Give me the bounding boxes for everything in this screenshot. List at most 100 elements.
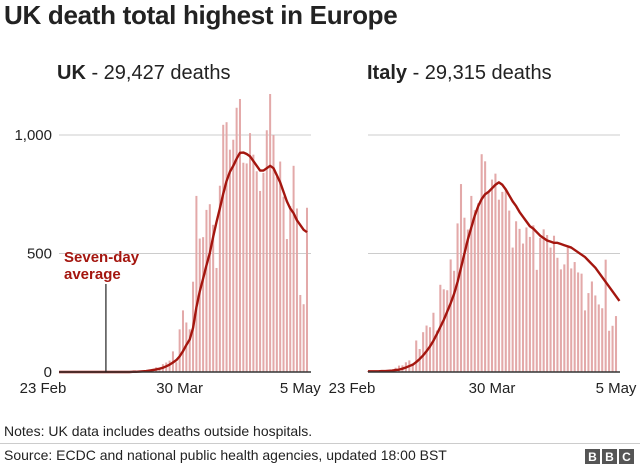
- chart-title: UK death total highest in Europe: [4, 0, 398, 30]
- uk-bar: [245, 163, 248, 372]
- uk-y-tick-label: 1,000: [14, 127, 52, 144]
- uk-bar: [202, 237, 205, 372]
- italy-bar: [608, 330, 611, 372]
- bbc-logo-letter: B: [585, 449, 600, 464]
- italy-bar: [435, 330, 438, 372]
- chart-svg: 23 Feb 30 Mar 5 May 0 500 1,000 Seven-dayavera…: [14, 94, 637, 397]
- uk-x-tick-label: 5 May: [280, 380, 321, 397]
- uk-bar: [158, 368, 161, 372]
- uk-bar: [299, 294, 302, 372]
- italy-bar: [583, 310, 587, 372]
- notes: Notes: UK data includes deaths outside h…: [4, 423, 313, 439]
- uk-bar: [305, 207, 308, 372]
- italy-bar: [442, 289, 445, 372]
- uk-bar: [252, 154, 255, 372]
- italy-bar: [415, 340, 418, 372]
- italy-bar: [501, 191, 504, 372]
- uk-bar: [168, 360, 171, 372]
- uk-y-tick-label: 0: [44, 364, 52, 381]
- uk-bar: [272, 135, 275, 372]
- italy-bar: [490, 179, 494, 372]
- uk-bar: [181, 310, 184, 372]
- uk-bar: [249, 133, 252, 372]
- italy-bar: [428, 327, 432, 372]
- uk-bar: [289, 206, 292, 372]
- italy-panel-title-rest: - 29,315 deaths: [407, 62, 552, 84]
- italy-bar: [494, 173, 497, 372]
- uk-bar: [269, 94, 272, 372]
- uk-bar: [279, 161, 282, 372]
- italy-bar: [532, 225, 535, 372]
- italy-bar: [552, 235, 556, 372]
- italy-bar: [466, 229, 469, 372]
- italy-bar: [484, 161, 487, 372]
- annotation-label: average: [64, 266, 121, 283]
- italy-bar: [487, 192, 490, 372]
- uk-x-tick-label: 23 Feb: [20, 380, 67, 397]
- italy-bar: [521, 243, 525, 372]
- uk-bar: [218, 185, 221, 372]
- italy-panel-title: Italy - 29,315 deaths: [367, 62, 552, 85]
- italy-x-tick-label: 23 Feb: [329, 380, 376, 397]
- italy-bar: [449, 259, 452, 372]
- uk-bar: [188, 329, 191, 372]
- italy-bar: [515, 221, 518, 372]
- italy-average-line: [368, 181, 621, 373]
- uk-panel-title-bold: UK: [57, 62, 86, 84]
- italy-x-tick-label: 5 May: [596, 380, 637, 397]
- uk-bar: [205, 209, 208, 372]
- italy-bar: [566, 245, 569, 372]
- bbc-logo-letter: C: [619, 449, 634, 464]
- italy-bar: [459, 184, 463, 372]
- uk-bar: [232, 139, 235, 372]
- uk-bar: [255, 171, 258, 372]
- footer-divider: [0, 443, 640, 444]
- uk-panel-title-rest: - 29,427 deaths: [85, 62, 231, 84]
- uk-panel-title: UK - 29,427 deaths: [57, 62, 230, 85]
- uk-bar: [265, 130, 268, 372]
- italy-bar: [504, 190, 507, 372]
- uk-y-tick-label: 500: [27, 246, 52, 263]
- italy-bar: [542, 229, 545, 372]
- italy-bar: [528, 236, 531, 372]
- italy-bar: [549, 247, 552, 372]
- italy-bar: [563, 264, 566, 372]
- italy-bar: [456, 223, 459, 372]
- italy-bar: [590, 281, 593, 372]
- italy-bar: [587, 293, 590, 372]
- italy-bar: [508, 210, 511, 372]
- uk-bar: [225, 122, 228, 372]
- italy-bar: [518, 228, 521, 372]
- italy-bar: [573, 262, 576, 372]
- uk-bar: [198, 238, 201, 372]
- italy-bar: [422, 332, 425, 372]
- italy-bar: [594, 295, 597, 372]
- italy-bar: [411, 363, 414, 372]
- italy-bar: [525, 227, 528, 372]
- italy-bar: [425, 325, 428, 372]
- italy-bar: [453, 270, 456, 372]
- uk-bar: [238, 98, 241, 372]
- italy-bar: [473, 210, 476, 372]
- italy-x-tick-label: 30 Mar: [469, 380, 516, 397]
- italy-bar: [556, 257, 559, 372]
- uk-bar: [212, 224, 215, 372]
- italy-bar: [611, 325, 614, 372]
- italy-bar: [463, 217, 466, 372]
- italy-bar: [546, 235, 549, 372]
- italy-bar: [601, 308, 604, 372]
- italy-bar: [446, 290, 449, 373]
- italy-bar: [597, 304, 600, 372]
- uk-bar: [208, 204, 211, 372]
- italy-bar: [470, 195, 473, 372]
- uk-bar: [259, 190, 262, 372]
- uk-bar: [302, 304, 305, 372]
- uk-bar: [292, 165, 295, 372]
- italy-bar: [614, 316, 618, 372]
- italy-bar: [511, 247, 514, 372]
- uk-bar: [262, 172, 265, 372]
- italy-bar: [604, 259, 607, 372]
- uk-bar: [285, 239, 288, 372]
- uk-bar: [295, 208, 298, 372]
- uk-bar: [178, 329, 181, 372]
